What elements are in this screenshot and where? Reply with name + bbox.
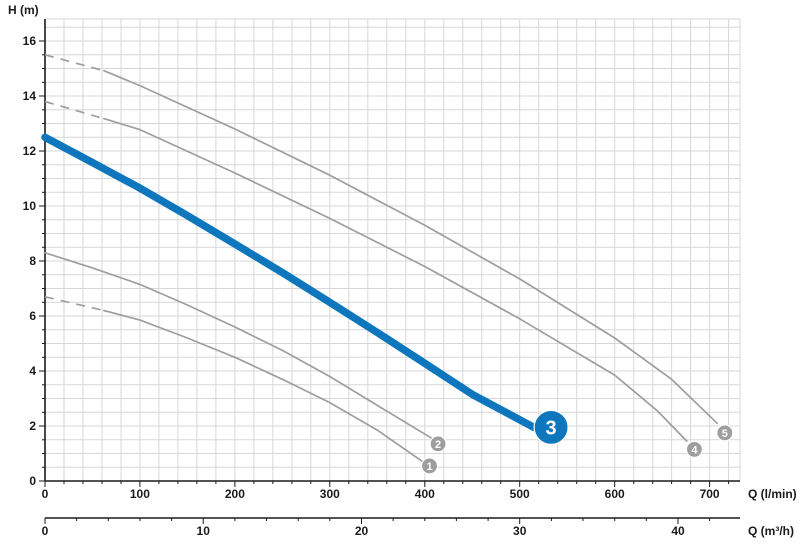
svg-text:2: 2 — [29, 419, 36, 433]
svg-text:500: 500 — [510, 487, 530, 501]
curve-3-marker: 3 — [533, 409, 569, 445]
curve-1: 1 — [44, 295, 439, 475]
curve-3-line — [41, 133, 538, 432]
curve-4: 4 — [44, 100, 704, 458]
x-axis-2-title: Q (m³/h) — [748, 524, 794, 538]
curve-5-marker: 5 — [716, 424, 734, 442]
curve-1-marker-circle — [420, 457, 439, 475]
svg-text:30: 30 — [513, 524, 527, 538]
axis-titles: H (m) Q (l/min) Q (m³/h) — [8, 3, 797, 538]
y-axis-title: H (m) — [8, 3, 39, 17]
svg-text:200: 200 — [225, 487, 245, 501]
curve-1-line — [103, 309, 424, 463]
curve-4-marker: 4 — [685, 440, 704, 458]
curve-2-line — [44, 251, 436, 441]
svg-text:12: 12 — [23, 144, 37, 158]
axes — [44, 19, 740, 519]
curve-5: 5 — [44, 53, 734, 442]
curve-3-marker-label: 3 — [546, 418, 557, 440]
svg-text:8: 8 — [29, 254, 36, 268]
curve-5-dashed-segment — [44, 53, 105, 72]
svg-text:100: 100 — [130, 487, 150, 501]
svg-text:700: 700 — [700, 487, 720, 501]
svg-text:40: 40 — [671, 524, 685, 538]
curve-4-line — [103, 117, 688, 442]
curve-5-marker-label: 5 — [722, 428, 728, 440]
curve-3: 3 — [41, 133, 569, 445]
curve-4-dashed-segment — [44, 100, 105, 120]
svg-text:600: 600 — [605, 487, 625, 501]
curve-4-marker-circle — [685, 440, 704, 458]
curve-5-marker-circle — [716, 424, 734, 442]
svg-text:14: 14 — [23, 89, 37, 103]
curve-1-dashed-segment — [44, 295, 105, 312]
svg-text:300: 300 — [320, 487, 340, 501]
curve-3-marker-circle — [533, 409, 569, 445]
curve-2: 2 — [44, 251, 447, 453]
svg-text:0: 0 — [29, 474, 36, 488]
svg-text:16: 16 — [23, 34, 37, 48]
svg-text:4: 4 — [29, 364, 36, 378]
curve-2-marker-circle — [429, 435, 447, 453]
grid — [45, 18, 741, 481]
svg-text:0: 0 — [42, 524, 49, 538]
curve-5-line — [103, 69, 719, 425]
curve-2-marker: 2 — [429, 435, 447, 453]
svg-text:6: 6 — [29, 309, 36, 323]
curve-1-marker: 1 — [420, 457, 439, 475]
curve-2-marker-label: 2 — [435, 439, 441, 451]
x-axis-title: Q (l/min) — [748, 487, 797, 501]
svg-text:0: 0 — [42, 487, 49, 501]
tick-marks — [39, 40, 730, 524]
svg-text:10: 10 — [197, 524, 211, 538]
curve-4-marker-label: 4 — [691, 444, 698, 456]
curve-1-marker-label: 1 — [426, 461, 432, 473]
svg-text:400: 400 — [415, 487, 435, 501]
svg-text:10: 10 — [23, 199, 37, 213]
svg-text:20: 20 — [355, 524, 369, 538]
